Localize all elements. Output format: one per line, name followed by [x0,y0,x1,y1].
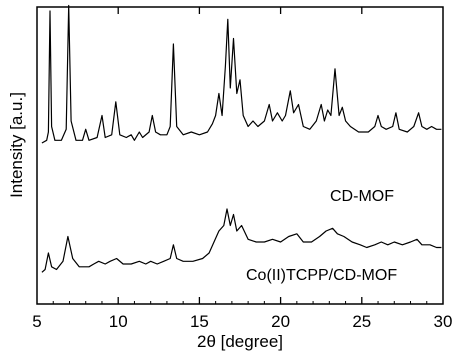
series-label-co-tcpp-cd-mof: Co(II)TCPP/CD-MOF [246,267,397,284]
x-tick-label: 5 [32,312,41,331]
x-axis-label: 2θ [degree] [197,332,283,351]
x-tick-label: 20 [271,312,290,331]
series-line-co-tcpp-cd-mof [42,209,442,272]
series-line-cd-mof [42,6,442,144]
x-tick-label: 25 [352,312,371,331]
x-tick-label: 10 [109,312,128,331]
x-tick-label: 15 [190,312,209,331]
plot-frame [37,7,443,304]
series-label-cd-mof: CD-MOF [330,188,394,205]
series-group [42,6,442,273]
x-tick-label: 30 [434,312,453,331]
y-axis-label: Intensity [a.u.] [7,92,26,198]
